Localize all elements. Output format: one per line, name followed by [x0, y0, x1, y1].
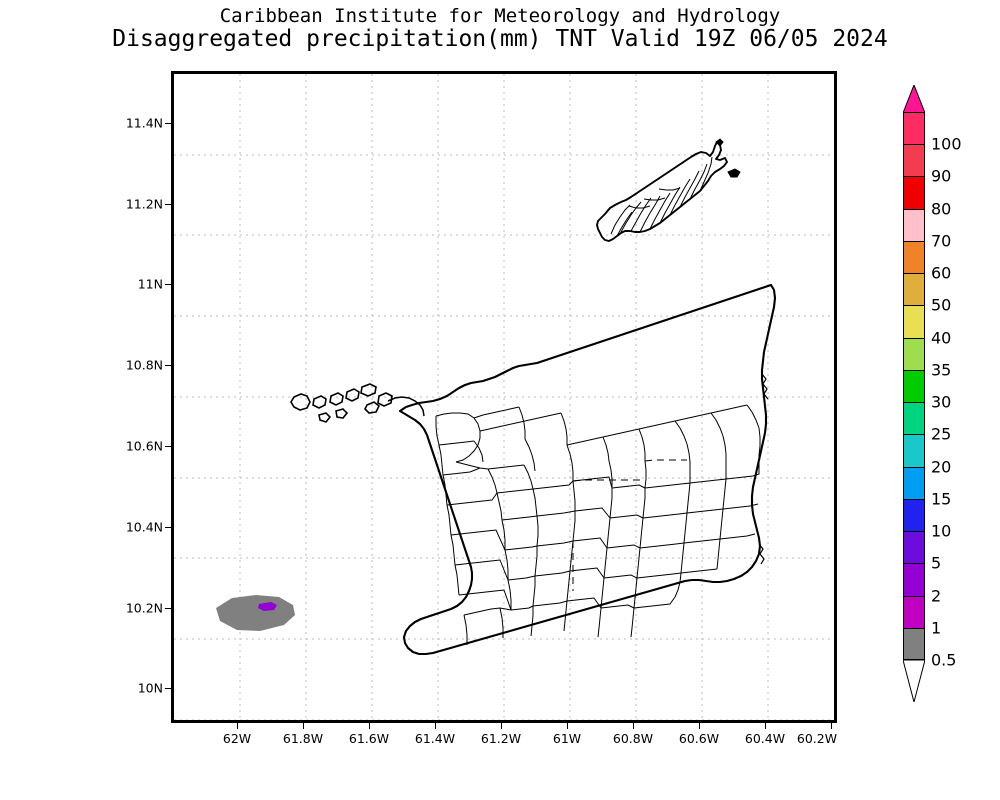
- x-tick-label-0: 62W: [222, 731, 252, 746]
- colorbar-tick-label-15: 15: [931, 489, 952, 509]
- y-tick-label-7: 10N: [137, 680, 163, 696]
- colorbar-over-arrow: [903, 85, 925, 113]
- colorbar-tick-label-80: 80: [931, 199, 952, 219]
- x-tickmark-3: [435, 723, 436, 729]
- colorbar-band-35: [903, 337, 925, 370]
- island-tobago: [596, 138, 741, 242]
- y-tickmark-4: [165, 446, 171, 447]
- admin-boundaries: [435, 404, 761, 645]
- precip-area-1: [258, 602, 277, 611]
- x-tickmark-2: [369, 723, 370, 729]
- y-tick-label-2: 11N: [137, 276, 163, 292]
- colorbar-tick-label-40: 40: [931, 328, 952, 348]
- colorbar-tick-label-10: 10: [931, 521, 952, 541]
- y-tickmark-5: [165, 527, 171, 528]
- island-st-giles: [715, 138, 724, 147]
- colorbar-band-80: [903, 176, 925, 209]
- y-tick-label-3: 10.8N: [125, 357, 163, 373]
- map-plot-frame: [171, 71, 837, 723]
- colorbar-tick-label-35: 35: [931, 360, 952, 380]
- colorbar-band-100: [903, 112, 925, 145]
- x-tick-label-3: 61.4W: [414, 731, 456, 746]
- x-tick-label-2: 61.6W: [348, 731, 390, 746]
- page-title-institute: Caribbean Institute for Meteorology and …: [219, 5, 781, 27]
- islands-bocas: [290, 383, 393, 423]
- x-tick-label-4: 61.2W: [480, 731, 522, 746]
- y-tickmark-7: [165, 688, 171, 689]
- y-tickmark-3: [165, 365, 171, 366]
- map-geography: [290, 138, 777, 656]
- island-trinidad: [398, 283, 777, 656]
- colorbar-band-10: [903, 498, 925, 532]
- colorbar-band-2: [903, 563, 925, 596]
- colorbar-tick-label-50: 50: [931, 295, 952, 315]
- map-plot-area: [174, 74, 834, 720]
- colorbar-band-70: [903, 208, 925, 241]
- colorbar-band-30: [903, 369, 925, 403]
- colorbar-band-15: [903, 466, 925, 499]
- x-tickmark-7: [699, 723, 700, 729]
- y-tick-label-4: 10.6N: [125, 438, 163, 454]
- y-tickmark-6: [165, 608, 171, 609]
- x-tickmark-1: [303, 723, 304, 729]
- y-tick-label-6: 10.2N: [125, 600, 163, 616]
- colorbar-band-90: [903, 144, 925, 177]
- precipitation-shading: [216, 595, 295, 631]
- x-tick-label-9: 60.2W: [796, 731, 838, 746]
- x-tickmark-8: [765, 723, 766, 729]
- colorbar-band-60: [903, 240, 925, 274]
- x-tickmark-4: [501, 723, 502, 729]
- colorbar-tick-label-20: 20: [931, 457, 952, 477]
- colorbar: [903, 112, 925, 660]
- colorbar-tick-label-90: 90: [931, 166, 952, 186]
- y-tickmark-1: [165, 204, 171, 205]
- peninsula-chaguaramas: [387, 396, 425, 417]
- island-little-tobago: [727, 168, 741, 178]
- colorbar-band-20: [903, 434, 925, 467]
- x-tick-label-5: 61W: [552, 731, 582, 746]
- colorbar-tick-label-30: 30: [931, 392, 952, 412]
- colorbar-tick-label-25: 25: [931, 424, 952, 444]
- colorbar-band-25: [903, 402, 925, 435]
- colorbar-band-50: [903, 273, 925, 306]
- y-tick-label-1: 11.2N: [125, 196, 163, 212]
- x-tick-label-6: 60.8W: [612, 731, 654, 746]
- x-tick-label-1: 61.8W: [282, 731, 324, 746]
- x-tickmark-0: [237, 723, 238, 729]
- colorbar-band-0.5: [903, 627, 925, 660]
- admin-boundaries-dashed: [572, 459, 687, 591]
- east-coast-detail: [758, 373, 769, 565]
- colorbar-band-5: [903, 531, 925, 564]
- y-tick-label-0: 11.4N: [125, 115, 163, 131]
- x-tick-label-8: 60.4W: [744, 731, 786, 746]
- colorbar-band-1: [903, 595, 925, 628]
- y-tick-label-5: 10.4N: [125, 519, 163, 535]
- y-tickmark-0: [165, 123, 171, 124]
- colorbar-tick-label-60: 60: [931, 263, 952, 283]
- precip-area-0p5: [216, 595, 295, 631]
- x-tickmark-5: [567, 723, 568, 729]
- colorbar-tick-label-1: 1: [931, 618, 942, 638]
- colorbar-tick-label-100: 100: [931, 134, 962, 154]
- y-tickmark-2: [165, 284, 171, 285]
- page-title-product: Disaggregated precipitation(mm) TNT Vali…: [112, 26, 888, 52]
- x-tick-label-7: 60.6W: [678, 731, 720, 746]
- colorbar-tick-label-70: 70: [931, 231, 952, 251]
- colorbar-tick-label-0.5: 0.5: [931, 650, 957, 670]
- colorbar-under-arrow: [903, 660, 925, 702]
- colorbar-band-40: [903, 305, 925, 338]
- colorbar-tick-label-5: 5: [931, 553, 942, 573]
- grid-lines: [174, 74, 834, 720]
- x-tickmark-6: [633, 723, 634, 729]
- x-tickmark-9: [831, 723, 832, 729]
- colorbar-tick-label-2: 2: [931, 586, 942, 606]
- title-block: Caribbean Institute for Meteorology and …: [0, 0, 1000, 52]
